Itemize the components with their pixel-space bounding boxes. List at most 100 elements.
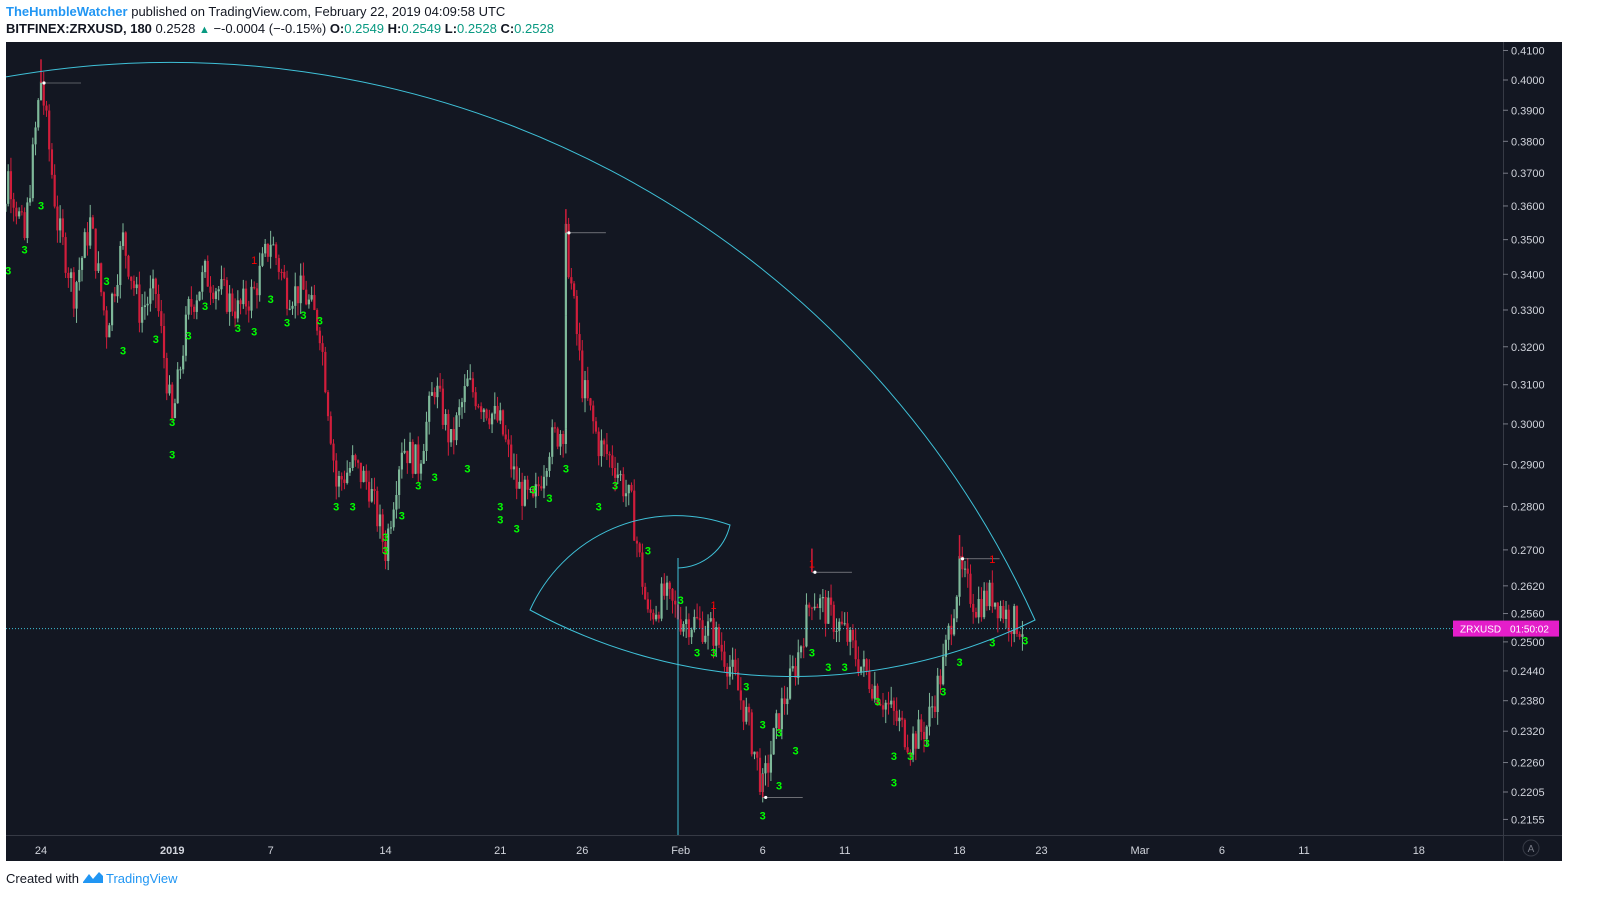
candle [679,619,682,632]
candle [1021,634,1024,637]
candle [367,481,371,502]
tradingview-link[interactable]: TradingView [106,871,178,886]
candle [119,245,122,286]
author-link[interactable]: TheHumbleWatcher [6,4,128,19]
x-tick-label: 23 [1035,845,1047,857]
candle [849,629,852,642]
candle [698,618,701,621]
candle [474,392,477,407]
candle [452,429,455,441]
candle [832,604,835,632]
candle [406,450,409,464]
setup-count-label: 3 [464,464,470,476]
candle [395,495,398,510]
candle [296,286,300,304]
setup-count-label: 3 [186,330,192,342]
symbol-info: BITFINEX:ZRXUSD, 180 0.2528 ▲ −-0.0004 (… [6,21,554,36]
candle [425,421,428,451]
candle [952,618,956,635]
candle [917,719,920,749]
x-tick-label: 18 [953,845,965,857]
candle [969,573,972,604]
setup-count-label: 3 [874,697,880,709]
candle [644,586,647,600]
candle [548,456,551,471]
candle [285,277,289,309]
setup-count-label: 3 [743,682,749,694]
x-tick-label: 26 [576,845,588,857]
candle [384,541,387,561]
candle [753,751,756,755]
candle [244,288,248,307]
candle [895,710,898,722]
candle [168,384,171,394]
candle [1007,609,1010,632]
setup-count-label: 3 [809,647,815,659]
setup-count-label: 3 [268,294,274,306]
candle [696,616,699,619]
candle [873,685,876,699]
candle [116,285,119,297]
setup-count-label: 3 [891,778,897,790]
candle [750,712,753,755]
candle [898,717,901,722]
open-value: 0.2549 [344,21,385,36]
last-price: 0.2528 [155,21,196,36]
candle [408,441,412,464]
candle [592,405,595,422]
candle [983,590,986,618]
candle [48,110,51,150]
y-tick-label: 0.3300 [1511,305,1545,317]
candle [947,625,950,640]
candle [247,306,250,311]
fib-spiral [6,61,1036,678]
y-tick-label: 0.4100 [1511,45,1545,57]
candle [996,602,999,619]
candle [154,278,157,295]
setup-count-label: 3 [989,638,995,650]
candle [931,706,934,708]
candle [20,211,23,213]
candle [767,763,770,773]
candle [603,440,606,445]
candle [654,614,658,620]
candle [613,467,617,478]
candle [15,207,18,217]
candle [939,675,942,685]
candle [657,614,660,619]
setup-count-label: 3 [169,449,175,461]
candle [233,311,237,319]
high-label: H: [387,21,402,36]
setup-count-label: 3 [891,751,897,763]
candle [985,590,988,607]
close-label: C: [500,21,515,36]
setup-count-label: 3 [956,657,962,669]
candle [594,421,598,432]
candle [100,263,103,293]
candle [739,690,742,701]
y-tick-label: 0.2560 [1511,609,1545,621]
candle [266,243,270,257]
candle [389,527,393,529]
candle [160,311,163,327]
candle [7,171,10,204]
candle [373,489,376,491]
candle [370,489,373,502]
candle [198,291,201,301]
candle [288,308,291,310]
setup-count-label: 3 [38,200,44,212]
auto-scale-button[interactable] [1522,839,1540,857]
candle [477,406,480,408]
candle [381,514,384,542]
candle [0,243,1,277]
y-tick-label: 0.2205 [1511,787,1545,799]
candle [277,258,280,272]
candle [687,619,691,638]
candle [184,314,187,356]
candle [50,149,54,175]
setup-count-label: 3 [22,244,28,256]
candle [821,597,824,599]
candle [449,429,453,443]
candle [810,607,814,609]
